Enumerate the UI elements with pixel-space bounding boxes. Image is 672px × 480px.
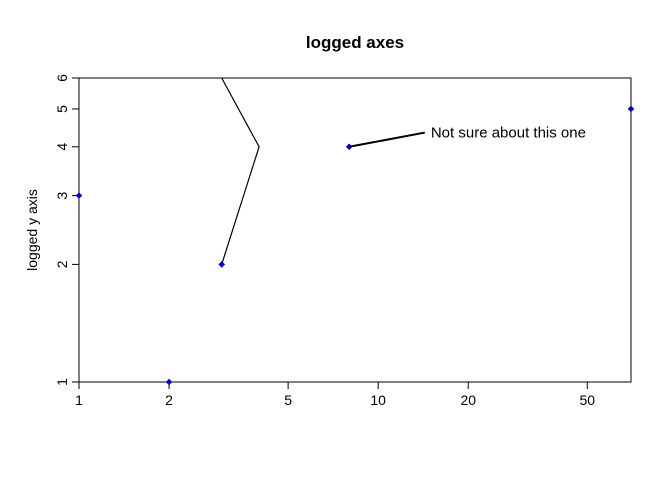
chart-title: logged axes [306,33,404,52]
y-tick-label: 4 [54,143,70,151]
annotation-arrow [348,131,426,148]
y-axis: 1 2 3 4 5 6 [54,74,80,386]
x-tick-label: 50 [579,392,595,408]
data-point-3 [218,261,226,268]
y-tick-label: 1 [54,378,70,386]
y-tick-label: 5 [54,105,70,113]
x-tick-label: 2 [165,392,173,408]
y-axis-label: logged y axis [24,189,40,271]
x-tick-label: 20 [460,392,476,408]
x-tick-label: 10 [370,392,386,408]
data-point-2 [165,378,173,386]
y-tick-label: 2 [54,260,70,268]
x-tick-label: 1 [75,392,83,408]
x-tick-label: 5 [284,392,292,408]
data-point-1 [75,192,83,199]
x-axis: 1 2 5 10 20 50 [75,381,595,408]
y-tick-label: 3 [54,192,70,200]
data-points [75,105,635,386]
series-line [221,77,260,265]
data-point-5 [627,105,635,113]
annotation-text: Not sure about this one [431,125,586,142]
y-tick-label: 6 [54,74,70,82]
